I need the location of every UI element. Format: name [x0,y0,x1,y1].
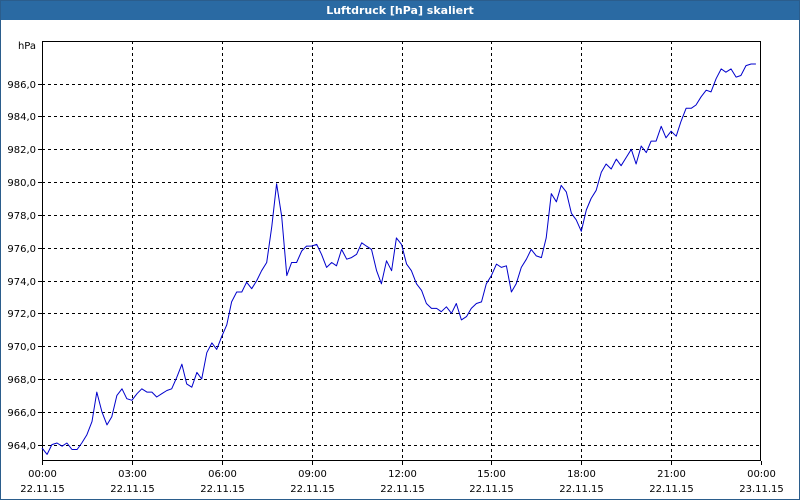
y-tick-label: 966,0 [7,408,36,419]
y-tick-label: 970,0 [7,342,36,353]
y-tick-label: 984,0 [7,112,36,123]
y-tick-label: 974,0 [7,277,36,288]
x-tick-time-label: 18:00 [567,469,596,480]
y-axis-unit-label: hPa [18,41,36,52]
x-tick-date-label: 22.11.15 [380,484,425,495]
title-bar: Luftdruck [hPa] skaliert [1,1,799,20]
x-tick-time-label: 21:00 [657,469,686,480]
y-tick-label: 980,0 [7,178,36,189]
x-tick-date-label: 22.11.15 [290,484,335,495]
chart-title: Luftdruck [hPa] skaliert [326,4,474,17]
y-tick-label: 964,0 [7,441,36,452]
x-tick-time-label: 15:00 [477,469,506,480]
x-tick-date-label: 22.11.15 [649,484,694,495]
plot-area [42,41,761,461]
x-tick-time-label: 09:00 [298,469,327,480]
y-tick-label: 968,0 [7,375,36,386]
x-tick-date-label: 23.11.15 [739,484,784,495]
x-tick-time-label: 06:00 [208,469,237,480]
x-tick-time-label: 00:00 [28,469,57,480]
y-tick-label: 982,0 [7,145,36,156]
x-tick-time-label: 12:00 [388,469,417,480]
y-tick-label: 986,0 [7,80,36,91]
x-tick-date-label: 22.11.15 [110,484,155,495]
x-tick-date-label: 22.11.15 [200,484,245,495]
plot-border [42,41,761,461]
y-tick-label: 978,0 [7,211,36,222]
x-tick-time-label: 03:00 [118,469,147,480]
x-tick-date-label: 22.11.15 [20,484,65,495]
pressure-series-line [41,63,756,455]
x-tick-time-label: 00:00 [747,469,776,480]
pressure-chart: 964,0 966,0 968,0 970,0 972,0 974,0 976,0 978,0… [7,41,784,495]
x-tick-date-label: 22.11.15 [469,484,514,495]
y-tick-label: 976,0 [7,244,36,255]
x-tick-date-label: 22.11.15 [559,484,604,495]
y-tick-label: 972,0 [7,309,36,320]
